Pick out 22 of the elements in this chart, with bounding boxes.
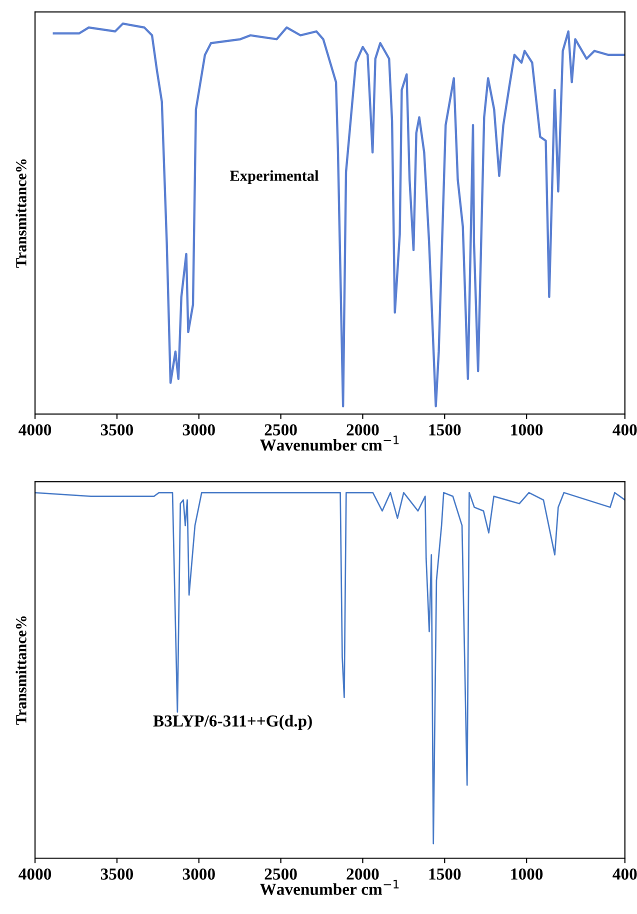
x-tick-label: 2500 [264, 868, 297, 880]
x-tick-label: 3500 [100, 868, 133, 880]
x-tick-label: 400 [612, 868, 637, 880]
y-axis-title: Transmittance% [16, 159, 26, 268]
y-axis-title: Transmittance% [16, 616, 26, 725]
x-tick-label: 2000 [346, 868, 379, 880]
x-tick-label: 400 [612, 424, 637, 436]
x-tick-label: 1500 [429, 424, 461, 436]
x-tick-label: 4000 [18, 424, 52, 436]
x-tick-label: 2000 [346, 424, 379, 436]
x-tick-label: 1000 [511, 868, 543, 880]
x-tick-label: 3000 [182, 868, 215, 880]
x-tick-label: 3000 [182, 424, 215, 436]
x-tick-label: 1500 [429, 868, 461, 880]
x-axis-title: Wavenumber cm$^{−1}$ [260, 436, 399, 451]
x-axis-title: Wavenumber cm$^{−1}$ [260, 880, 399, 896]
annotation: B3LYP/6-311++G(d.p) [153, 714, 312, 730]
x-tick-label: 4000 [18, 868, 52, 880]
annotation: Experimental [230, 170, 319, 184]
x-tick-label: 3500 [100, 424, 133, 436]
x-tick-label: 1000 [511, 424, 543, 436]
x-tick-label: 2500 [264, 424, 297, 436]
